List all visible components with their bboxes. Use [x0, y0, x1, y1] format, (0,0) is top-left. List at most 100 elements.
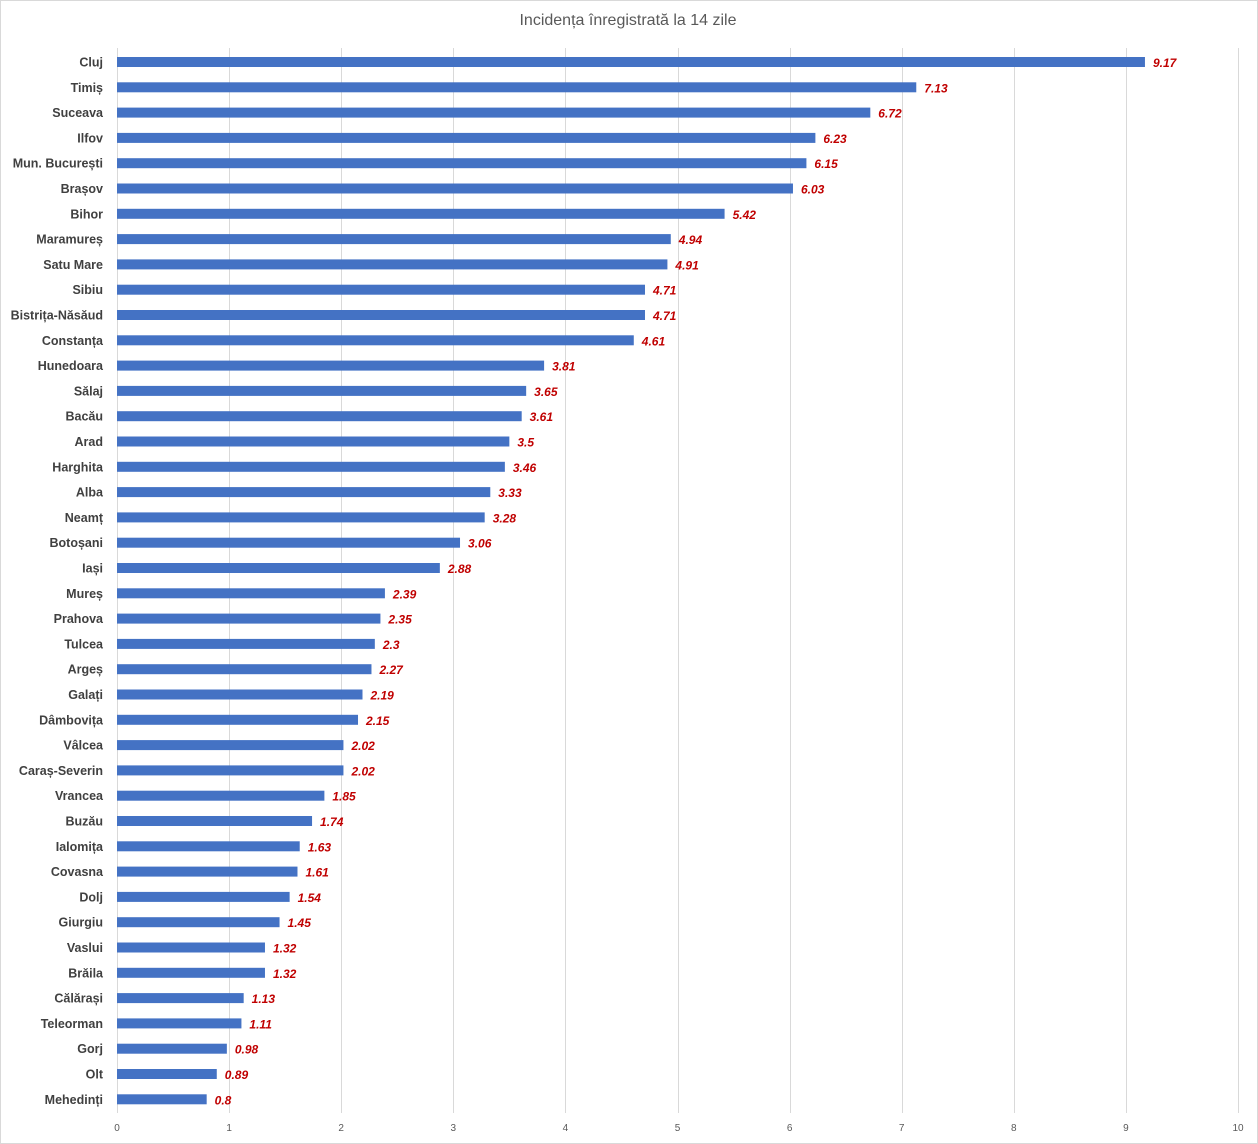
data-label: 1.63	[308, 840, 332, 854]
data-label: 0.98	[235, 1043, 259, 1057]
data-label: 2.02	[350, 764, 375, 778]
category-label: Dâmbovița	[39, 713, 104, 727]
bar	[117, 1094, 207, 1105]
bar	[117, 891, 290, 902]
category-label: Brașov	[61, 182, 103, 196]
data-label: 3.61	[530, 410, 554, 424]
data-label: 1.74	[320, 815, 344, 829]
data-label: 1.32	[273, 942, 297, 956]
data-label: 1.45	[288, 916, 312, 930]
data-label: 3.5	[517, 436, 534, 450]
data-label: 3.81	[552, 360, 576, 374]
bar	[117, 1043, 227, 1054]
category-label: Argeș	[68, 663, 103, 677]
bar	[117, 841, 300, 852]
bar	[117, 740, 344, 751]
bar	[117, 107, 871, 118]
bar	[117, 310, 645, 320]
bar	[117, 335, 634, 346]
bar	[117, 613, 381, 624]
bar	[117, 664, 372, 675]
x-tick-label: 10	[1232, 1123, 1244, 1134]
data-label: 1.13	[252, 992, 276, 1006]
category-label: Brăila	[68, 966, 104, 980]
x-tick-label: 6	[787, 1123, 793, 1134]
data-label: 4.91	[674, 258, 699, 272]
bar	[117, 259, 668, 270]
data-label: 2.39	[392, 587, 417, 601]
bar	[117, 993, 244, 1004]
bar	[117, 183, 793, 194]
x-tick-label: 3	[451, 1123, 457, 1134]
x-tick-label: 9	[1123, 1123, 1129, 1134]
category-label: Cluj	[79, 56, 103, 70]
bar	[117, 689, 363, 700]
data-label: 2.02	[350, 739, 375, 753]
x-tick-label: 7	[899, 1123, 905, 1134]
bar	[117, 537, 461, 548]
category-label: Vâlcea	[63, 739, 104, 753]
category-label: Sibiu	[72, 283, 103, 297]
category-label: Călărași	[54, 992, 103, 1006]
category-label: Caraș-Severin	[19, 764, 103, 778]
category-label: Harghita	[52, 460, 104, 474]
category-label: Constanța	[42, 334, 104, 348]
data-label: 6.15	[814, 157, 838, 171]
x-tick-label: 4	[563, 1123, 569, 1134]
category-label: Suceava	[52, 106, 104, 120]
category-label: Satu Mare	[43, 258, 103, 272]
bar	[117, 360, 545, 371]
category-label: Maramureș	[36, 233, 103, 247]
category-label: Alba	[76, 486, 104, 500]
category-label: Vrancea	[55, 789, 104, 803]
bar	[117, 816, 313, 826]
data-label: 4.71	[652, 284, 677, 298]
bar	[117, 208, 725, 219]
data-label: 4.94	[678, 233, 703, 247]
data-label: 5.42	[733, 208, 757, 222]
data-label: 3.06	[468, 537, 492, 551]
data-label: 9.17	[1153, 56, 1178, 70]
data-label: 1.61	[305, 866, 329, 880]
category-label: Hunedoara	[38, 359, 104, 373]
bar	[117, 563, 440, 573]
bar	[117, 82, 917, 93]
data-label: 1.54	[298, 891, 322, 905]
bar	[117, 132, 816, 143]
bar	[117, 967, 265, 978]
chart-title: Incidența înregistrată la 14 zile	[519, 12, 737, 29]
data-label: 3.65	[534, 385, 558, 399]
category-label: Mehedinți	[45, 1093, 103, 1107]
category-label: Neamț	[65, 511, 104, 525]
bar	[117, 436, 510, 447]
category-label: Botoșani	[50, 536, 103, 550]
bar	[117, 917, 280, 928]
data-label: 3.46	[513, 461, 537, 475]
category-label: Vaslui	[67, 941, 103, 955]
bar	[117, 284, 645, 295]
category-label: Galați	[68, 688, 103, 702]
bar	[117, 765, 344, 776]
category-label: Ialomița	[56, 840, 104, 854]
category-label: Prahova	[54, 612, 104, 626]
x-tick-label: 2	[338, 1123, 344, 1134]
x-tick-label: 5	[675, 1123, 681, 1134]
data-label: 1.11	[249, 1017, 272, 1031]
category-label: Dolj	[79, 890, 103, 904]
bar	[117, 512, 485, 523]
category-label: Buzău	[66, 815, 104, 829]
bar	[117, 1069, 217, 1079]
x-tick-label: 8	[1011, 1123, 1017, 1134]
data-label: 6.72	[878, 107, 902, 121]
data-label: 3.33	[498, 486, 522, 500]
data-label: 6.23	[823, 132, 847, 146]
bar	[117, 234, 671, 245]
x-tick-label: 0	[114, 1123, 120, 1134]
category-label: Arad	[75, 435, 103, 449]
category-label: Mun. București	[13, 157, 103, 171]
bar	[117, 461, 505, 472]
data-label: 2.19	[369, 689, 394, 703]
x-tick-label: 1	[226, 1123, 232, 1134]
bar	[117, 714, 359, 725]
category-label: Timiș	[71, 81, 103, 95]
